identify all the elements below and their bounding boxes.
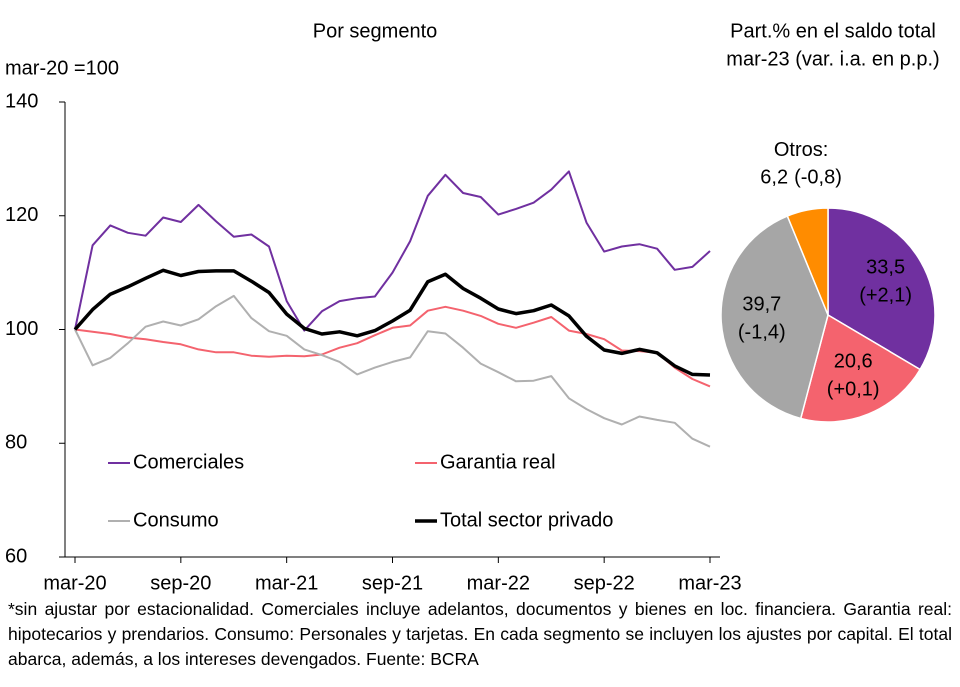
chart: Por segmento mar-20 =100 Part.% en el sa… — [5, 20, 940, 594]
chart-title: Por segmento — [313, 20, 438, 42]
pie-value-label: 33,5 — [866, 256, 905, 278]
pie-slice — [720, 215, 829, 420]
pie-slice — [799, 313, 922, 423]
pie-subtitle: mar-23 (var. i.a. en p.p.) — [726, 48, 939, 70]
line — [74, 305, 711, 388]
pie-title: Part.% en el saldo total — [730, 20, 936, 42]
pie-label: Otros: — [774, 139, 828, 161]
x-tick-label: mar-21 — [255, 572, 318, 594]
y-tick-label: 120 — [5, 204, 38, 226]
legend-label: Consumo — [133, 509, 219, 531]
x-tick-label: mar-20 — [43, 572, 106, 594]
pie-change-label: (-1,4) — [738, 322, 786, 344]
x-tick-label: sep-20 — [150, 572, 211, 594]
legend-label: Total sector privado — [440, 509, 613, 531]
x-tick-label: mar-23 — [678, 572, 741, 594]
legend-label: Garantia real — [440, 451, 556, 473]
pie-value-label: 39,7 — [742, 294, 781, 316]
y-tick-label: 80 — [5, 432, 27, 454]
line — [73, 268, 711, 377]
x-tick-label: mar-22 — [467, 572, 530, 594]
y-tick-label: 60 — [5, 545, 27, 567]
y-axis-label: mar-20 =100 — [5, 57, 119, 79]
pie-value-label: 20,6 — [834, 351, 873, 373]
line — [74, 294, 711, 448]
line — [74, 170, 711, 332]
pie-value-label: 6,2 (-0,8) — [760, 167, 842, 189]
footnote: *sin ajustar por estacionalidad. Comerci… — [8, 599, 952, 669]
y-tick-label: 100 — [5, 318, 38, 340]
pie-value: 6,2 — [760, 167, 788, 189]
x-tick-label: sep-22 — [574, 572, 635, 594]
pie-change: (-0,8) — [794, 167, 842, 189]
pie-change-label: (+2,1) — [859, 284, 912, 306]
x-tick-label: sep-21 — [362, 572, 423, 594]
y-tick-label: 140 — [5, 90, 38, 112]
pie-change-label: (+0,1) — [827, 379, 880, 401]
pie-slice — [827, 207, 936, 371]
pie-slice — [786, 207, 829, 316]
legend-label: Comerciales — [133, 451, 244, 473]
